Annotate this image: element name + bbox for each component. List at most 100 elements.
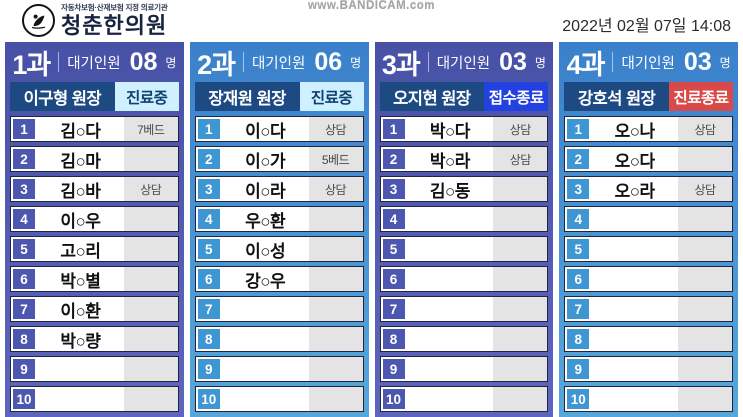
patient-name xyxy=(591,267,678,291)
waiting-count: 06 xyxy=(314,47,343,76)
queue-number: 6 xyxy=(11,267,37,291)
queue-number: 4 xyxy=(195,207,222,231)
doctor-row: 이구형 원장 진료중 xyxy=(10,82,179,111)
department-header: 3과 대기인원 03 명 xyxy=(375,42,554,82)
queue-row: 6 xyxy=(379,266,549,292)
queue-row: 1 오○나 상담 xyxy=(564,116,733,142)
top-bar: 자동차보험·산재보험 지정 의료기관 청춘한의원 www.BANDICAM.co… xyxy=(0,0,743,42)
patient-name xyxy=(407,327,494,351)
patient-name xyxy=(37,357,124,381)
queue-row: 8 xyxy=(194,326,364,352)
department-column: 1과 대기인원 08 명 이구형 원장 진료중 1 김○다 7베드 2 김○마 3 김○바 상… xyxy=(5,42,184,417)
queue-number: 1 xyxy=(195,117,222,141)
patient-note xyxy=(308,207,363,231)
clinic-logo-icon xyxy=(22,4,55,38)
queue-number: 6 xyxy=(195,267,222,291)
queue-row: 2 이○가 5베드 xyxy=(194,146,364,172)
waiting-label: 대기인원 xyxy=(621,55,675,72)
queue-number: 10 xyxy=(195,387,222,411)
queue-rows: 1 박○다 상담 2 박○라 상담 3 김○동 4 5 6 7 8 9 10 xyxy=(379,116,549,412)
patient-name xyxy=(591,207,678,231)
doctor-status-badge: 접수종료 xyxy=(484,82,549,111)
queue-row: 9 xyxy=(379,356,549,382)
patient-name: 이○가 xyxy=(245,151,286,171)
queue-number: 5 xyxy=(565,237,592,261)
queue-rows: 1 김○다 7베드 2 김○마 3 김○바 상담 4 이○우 5 고○리 6 박○별 7 이○환 8 박○량 9 10 xyxy=(10,116,179,412)
queue-row: 5 xyxy=(564,236,733,262)
waiting-label: 대기인원 xyxy=(436,55,491,72)
patient-note: 상담 xyxy=(493,117,548,141)
patient-note: 7베드 xyxy=(123,117,178,141)
patient-name: 김○동 xyxy=(429,181,471,201)
patient-note: 상담 xyxy=(123,177,178,201)
queue-row: 7 xyxy=(564,296,733,322)
department-column: 4과 대기인원 03 명 강호석 원장 진료종료 1 오○나 상담 2 오○다 3 오○라 상… xyxy=(559,42,738,417)
queue-row: 6 xyxy=(564,266,733,292)
clinic-logo: 자동차보험·산재보험 지정 의료기관 청춘한의원 xyxy=(22,3,168,38)
queue-row: 4 이○우 xyxy=(10,206,179,232)
queue-row: 5 xyxy=(379,236,549,262)
patient-name xyxy=(407,387,494,411)
patient-note xyxy=(308,297,363,321)
patient-name: 강○우 xyxy=(245,271,286,291)
patient-name xyxy=(407,237,494,261)
patient-name: 이○라 xyxy=(245,181,286,201)
patient-note xyxy=(123,387,178,411)
patient-name xyxy=(407,297,494,321)
queue-row: 6 박○별 xyxy=(10,266,179,292)
doctor-name: 장재원 원장 xyxy=(194,82,300,111)
patient-name: 오○다 xyxy=(614,151,656,171)
patient-name: 김○다 xyxy=(60,121,101,141)
queue-number: 2 xyxy=(11,147,37,171)
patient-note xyxy=(123,267,178,291)
patient-note xyxy=(678,267,732,291)
department-title: 1과 xyxy=(12,49,51,80)
patient-note xyxy=(493,207,548,231)
patient-note xyxy=(678,297,732,321)
patient-name xyxy=(591,327,678,351)
patient-note xyxy=(123,297,178,321)
patient-note xyxy=(678,387,732,411)
queue-number: 9 xyxy=(11,357,37,381)
patient-note: 5베드 xyxy=(308,147,363,171)
patient-note: 상담 xyxy=(308,117,363,141)
department-title: 3과 xyxy=(381,49,421,80)
queue-row: 10 xyxy=(194,386,364,412)
patient-name: 이○환 xyxy=(60,301,101,321)
queue-number: 6 xyxy=(565,267,592,291)
queue-row: 8 박○량 xyxy=(10,326,179,352)
queue-row: 4 우○환 xyxy=(194,206,364,232)
queue-rows: 1 이○다 상담 2 이○가 5베드 3 이○라 상담 4 우○환 5 이○성 6 강○우 7 8 9 10 xyxy=(194,116,364,412)
patient-name: 김○바 xyxy=(60,181,101,201)
patient-name xyxy=(407,267,494,291)
doctor-name: 이구형 원장 xyxy=(10,82,115,111)
patient-note xyxy=(123,207,178,231)
patient-note xyxy=(308,357,363,381)
queue-row: 3 김○바 상담 xyxy=(10,176,179,202)
patient-note xyxy=(493,267,548,291)
queue-row: 10 xyxy=(564,386,733,412)
patient-note xyxy=(493,387,548,411)
patient-note xyxy=(308,387,363,411)
queue-rows: 1 오○나 상담 2 오○다 3 오○라 상담 4 5 6 7 8 9 10 xyxy=(564,116,733,412)
patient-note xyxy=(678,207,732,231)
patient-name xyxy=(222,297,309,321)
queue-row: 5 이○성 xyxy=(194,236,364,262)
queue-row: 2 김○마 xyxy=(10,146,179,172)
patient-name: 박○량 xyxy=(60,331,101,351)
queue-row: 2 오○다 xyxy=(564,146,733,172)
doctor-row: 장재원 원장 진료중 xyxy=(194,82,364,111)
queue-number: 10 xyxy=(11,387,37,411)
patient-name: 박○다 xyxy=(429,121,471,141)
department-header: 2과 대기인원 06 명 xyxy=(190,42,369,82)
queue-row: 4 xyxy=(564,206,733,232)
queue-number: 10 xyxy=(565,387,592,411)
doctor-row: 강호석 원장 진료종료 xyxy=(564,82,733,111)
patient-name xyxy=(407,207,494,231)
queue-row: 10 xyxy=(10,386,179,412)
queue-number: 5 xyxy=(195,237,222,261)
doctor-name: 오지현 원장 xyxy=(379,82,485,111)
queue-number: 8 xyxy=(565,327,592,351)
queue-number: 2 xyxy=(565,147,592,171)
department-title: 2과 xyxy=(197,49,236,80)
